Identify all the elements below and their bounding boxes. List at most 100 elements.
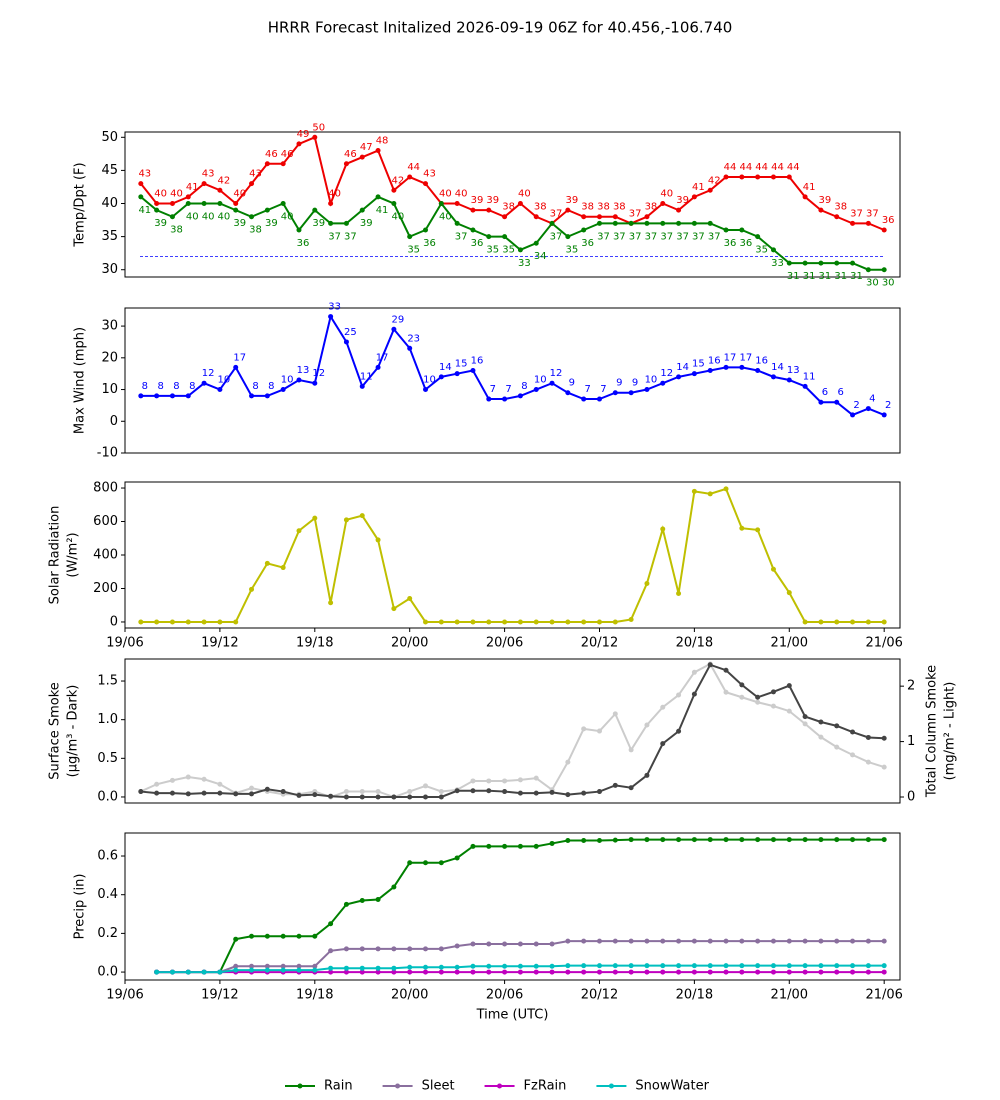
y-tick-label: 0.5 <box>97 751 118 766</box>
data-point <box>312 207 318 213</box>
data-point <box>502 969 508 975</box>
data-point <box>169 393 175 399</box>
data-label: 38 <box>534 202 547 213</box>
series-line <box>140 314 885 417</box>
data-point <box>217 387 223 393</box>
data-point <box>154 781 160 787</box>
data-point <box>723 963 729 969</box>
data-point <box>865 220 871 226</box>
data-label: 37 <box>455 231 468 242</box>
data-point <box>407 345 413 351</box>
data-point <box>865 938 871 944</box>
y-tick-label: 0.6 <box>97 849 118 864</box>
data-point <box>486 963 492 969</box>
legend-label: FzRain <box>524 1079 567 1094</box>
data-point <box>375 965 381 971</box>
x-tick-label: 21/06 <box>865 988 902 1003</box>
data-label: 46 <box>281 149 294 160</box>
data-point <box>786 590 792 596</box>
data-point <box>328 948 334 954</box>
legend-marker <box>497 1083 503 1089</box>
data-point <box>755 234 761 240</box>
data-point <box>549 619 555 625</box>
data-point <box>169 201 175 207</box>
data-point <box>201 380 207 386</box>
y-tick-label: -10 <box>97 446 118 461</box>
data-point <box>723 364 729 370</box>
data-point <box>581 790 587 796</box>
data-label: 36 <box>882 215 895 226</box>
data-label: 39 <box>486 195 499 206</box>
data-point <box>596 963 602 969</box>
data-point <box>517 201 523 207</box>
x-tick-label: 21/00 <box>771 988 808 1003</box>
data-point <box>407 964 413 970</box>
data-label: 40 <box>439 189 452 200</box>
data-label: 31 <box>787 271 800 282</box>
data-point <box>881 963 887 969</box>
data-point <box>264 933 270 939</box>
data-label: 36 <box>724 238 737 249</box>
data-point <box>660 741 666 747</box>
data-point <box>233 207 239 213</box>
data-point <box>375 537 381 543</box>
series-line <box>140 195 885 271</box>
data-point <box>786 837 792 843</box>
y-tick-label: 1 <box>907 734 915 749</box>
data-point <box>343 969 349 975</box>
data-label: 40 <box>392 212 405 223</box>
data-point <box>185 774 191 780</box>
data-point <box>217 790 223 796</box>
data-label: 8 <box>142 381 148 392</box>
data-point <box>343 339 349 345</box>
data-point <box>343 794 349 800</box>
data-label: 12 <box>660 368 673 379</box>
data-point <box>486 207 492 213</box>
legend-label: Sleet <box>422 1079 455 1094</box>
data-point <box>596 838 602 844</box>
data-point <box>850 260 856 266</box>
data-point <box>786 260 792 266</box>
data-point <box>138 789 144 795</box>
data-point <box>296 967 302 973</box>
x-tick-label: 19/12 <box>201 988 238 1003</box>
data-point <box>834 969 840 975</box>
data-point <box>802 963 808 969</box>
data-point <box>359 965 365 971</box>
data-point <box>359 946 365 952</box>
data-point <box>454 855 460 861</box>
data-point <box>264 786 270 792</box>
data-label: 16 <box>471 356 484 367</box>
data-label: 44 <box>771 162 784 173</box>
data-label: 37 <box>692 231 705 242</box>
x-tick-label: 19/18 <box>296 636 333 651</box>
data-point <box>565 838 571 844</box>
data-label: 37 <box>866 208 879 219</box>
plot-frame <box>124 307 901 454</box>
data-point <box>169 777 175 783</box>
data-label: 33 <box>771 258 784 269</box>
data-point <box>628 220 634 226</box>
data-label: 38 <box>170 225 183 236</box>
data-point <box>391 884 397 890</box>
data-label: 38 <box>502 202 515 213</box>
data-label: 14 <box>771 362 784 373</box>
data-point <box>818 734 824 740</box>
data-point <box>249 933 255 939</box>
data-point <box>850 969 856 975</box>
data-point <box>770 969 776 975</box>
x-tick-label: 20/18 <box>676 636 713 651</box>
data-point <box>407 860 413 866</box>
legend-marker <box>608 1083 614 1089</box>
data-point <box>549 941 555 947</box>
data-point <box>644 214 650 220</box>
data-point <box>249 791 255 797</box>
data-point <box>596 619 602 625</box>
data-point <box>612 969 618 975</box>
data-point <box>834 837 840 843</box>
data-point <box>533 843 539 849</box>
series-line <box>140 662 885 799</box>
data-point <box>691 963 697 969</box>
data-point <box>438 374 444 380</box>
data-label: 37 <box>597 231 610 242</box>
